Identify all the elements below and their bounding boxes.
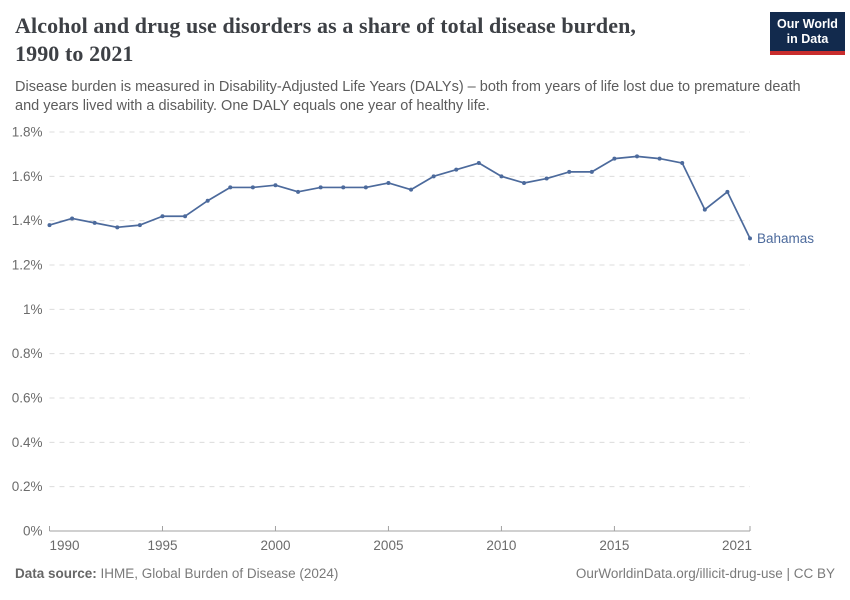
data-point[interactable] <box>92 220 97 225</box>
data-point[interactable] <box>183 214 188 219</box>
data-point[interactable] <box>250 185 255 190</box>
data-point[interactable] <box>137 223 142 228</box>
data-point[interactable] <box>160 214 165 219</box>
data-point[interactable] <box>363 185 368 190</box>
data-point[interactable] <box>454 167 459 172</box>
data-point[interactable] <box>522 180 527 185</box>
data-point[interactable] <box>318 185 323 190</box>
data-point[interactable] <box>567 169 572 174</box>
x-axis-tick-label: 2005 <box>373 538 403 553</box>
x-axis-tick-label: 2010 <box>486 538 516 553</box>
data-point[interactable] <box>476 161 481 166</box>
chart-title-line2: 1990 to 2021 <box>15 41 134 66</box>
data-source-value: IHME, Global Burden of Disease (2024) <box>96 566 339 581</box>
data-point[interactable] <box>725 189 730 194</box>
data-point[interactable] <box>589 169 594 174</box>
y-axis-tick-label: 1.6% <box>12 169 43 184</box>
x-axis-tick-label: 1990 <box>50 538 80 553</box>
data-point[interactable] <box>544 176 549 181</box>
y-axis-tick-label: 0.2% <box>12 479 43 494</box>
y-axis-tick-label: 1.8% <box>12 125 43 140</box>
owid-logo-text-line2: in Data <box>786 32 829 46</box>
y-axis-tick-label: 0.4% <box>12 435 43 450</box>
y-axis-tick-label: 0.8% <box>12 346 43 361</box>
data-point[interactable] <box>635 154 640 159</box>
chart-subtitle: Disease burden is measured in Disability… <box>15 79 801 114</box>
data-point[interactable] <box>499 174 504 179</box>
data-point[interactable] <box>205 198 210 203</box>
x-axis-tick-label: 2015 <box>599 538 629 553</box>
data-source-note: Data source: IHME, Global Burden of Dise… <box>15 566 338 581</box>
data-point[interactable] <box>431 174 436 179</box>
data-point[interactable] <box>70 216 75 221</box>
data-point[interactable] <box>296 189 301 194</box>
data-point[interactable] <box>115 225 120 230</box>
line-chart-canvas[interactable]: 1.8% 1.6% 1.4% 1.2% 1% 0.8% 0.6% 0.4% 0.2% 0% 1990… <box>0 120 850 565</box>
data-point[interactable] <box>657 156 662 161</box>
bahamas-series-line[interactable] <box>48 155 751 240</box>
owid-logo[interactable]: Our World in Data <box>770 12 845 55</box>
data-point[interactable] <box>228 185 233 190</box>
data-point[interactable] <box>680 161 685 166</box>
data-point[interactable] <box>612 156 617 161</box>
data-point[interactable] <box>386 180 391 185</box>
y-axis-tick-label: 1.4% <box>12 213 43 228</box>
owid-logo-text-line1: Our World <box>777 17 838 31</box>
entity-label-bahamas[interactable]: Bahamas <box>757 231 814 246</box>
chart-title: Alcohol and drug use disorders as a shar… <box>15 12 636 68</box>
x-axis-tick-label: 1995 <box>147 538 177 553</box>
x-axis-tick-label: 2000 <box>260 538 290 553</box>
data-point[interactable] <box>341 185 346 190</box>
chart-footer: Data source: IHME, Global Burden of Dise… <box>15 566 835 581</box>
data-point[interactable] <box>273 183 278 188</box>
owid-license-link[interactable]: OurWorldinData.org/illicit-drug-use | CC… <box>575 566 835 581</box>
y-axis-tick-label: 1.2% <box>12 258 43 273</box>
x-axis-tick-label: 2021 <box>722 538 752 553</box>
chart-title-line1: Alcohol and drug use disorders as a shar… <box>15 13 637 38</box>
data-point[interactable] <box>702 207 707 212</box>
y-axis-tick-label: 0% <box>23 524 43 539</box>
data-source-label: Data source: <box>15 566 97 581</box>
y-axis-tick-label: 0.6% <box>12 391 43 406</box>
y-axis-tick-label: 1% <box>23 302 43 317</box>
data-point[interactable] <box>748 236 752 241</box>
data-point[interactable] <box>47 223 52 228</box>
data-point[interactable] <box>409 187 414 192</box>
